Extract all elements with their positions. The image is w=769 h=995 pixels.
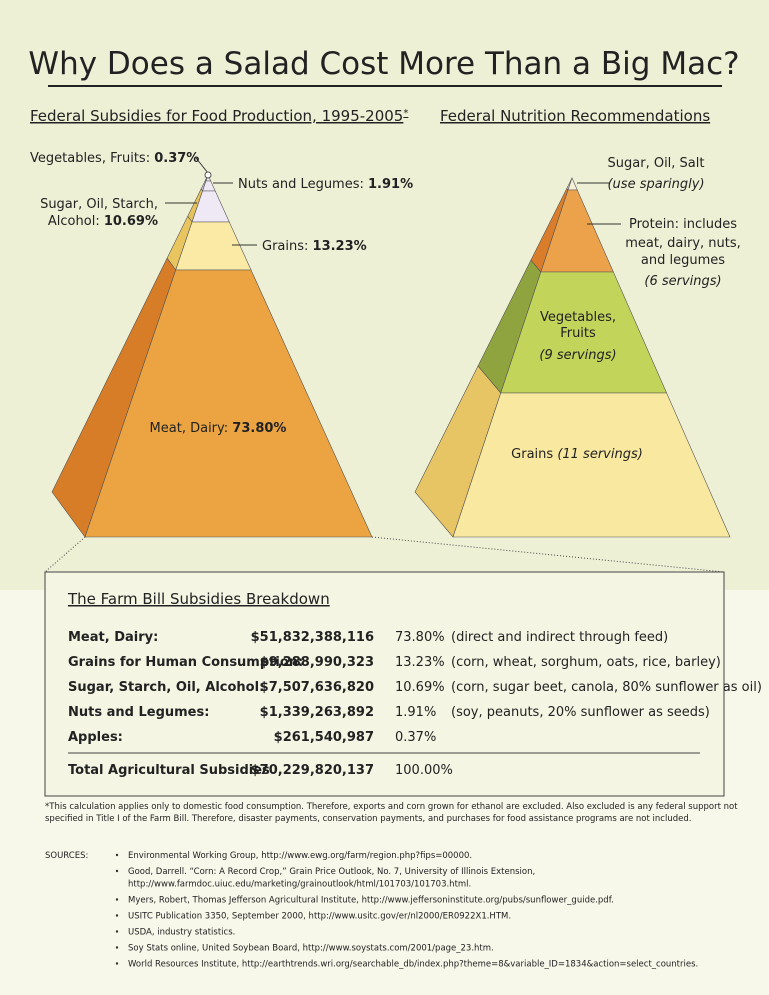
heading-mark: * (403, 108, 408, 119)
label-value: 1.91% (368, 177, 413, 192)
bullet (115, 914, 119, 917)
source: USITC Publication 3350, September 2000, … (128, 912, 511, 922)
table: Meat, Dairy: $51,832,388,116 73.80% (direct… (68, 630, 762, 778)
source: Soy Stats online, United Soybean Board, … (128, 944, 494, 954)
label-name: Vegetables, Fruits: (30, 151, 150, 166)
table-cell: $9,288,990,323 (260, 655, 374, 670)
table-cell: (corn, wheat, sorghum, oats, rice, barle… (451, 655, 721, 670)
footnote: specified in Title I of the Farm Bill. T… (45, 814, 691, 824)
label-name: Meat, Dairy: (150, 421, 229, 436)
label-value: 13.23% (313, 239, 367, 254)
label: Alcohol: 10.69% (48, 214, 158, 229)
label-note: (6 servings) (644, 274, 721, 289)
label-note: (9 servings) (539, 348, 616, 363)
footnote: *This calculation applies only to domest… (45, 802, 738, 812)
bullet (115, 853, 119, 857)
label-note: (11 servings) (557, 447, 643, 462)
bullet (115, 930, 119, 933)
table-cell: Grains for Human Consumption: (68, 655, 303, 670)
label-name: Grains: (262, 239, 308, 254)
label: Grains: 13.23% (262, 239, 367, 254)
table-cell: $7,507,636,820 (260, 680, 374, 695)
left-heading: Federal Subsidies for Food Production, 1… (30, 107, 408, 125)
label: Protein: includes (629, 217, 737, 232)
label: Grains (11 servings) (511, 447, 643, 462)
label: Nuts and Legumes: 1.91% (238, 177, 413, 192)
pyramid-layer (452, 392, 731, 538)
leaders (165, 157, 621, 246)
source: Myers, Robert, Thomas Jefferson Agricult… (128, 896, 614, 906)
right-heading: Federal Nutrition Recommendations (440, 107, 710, 125)
source: USDA, industry statistics. (128, 928, 235, 938)
source: World Resources Institute, http://eartht… (128, 960, 698, 970)
table-cell: Apples: (68, 730, 123, 745)
table-cell: $70,229,820,137 (251, 763, 374, 778)
table-cell: 73.80% (395, 630, 445, 645)
table-cell: Nuts and Legumes: (68, 705, 209, 720)
apex-dot (204, 171, 212, 179)
pyramids (51, 174, 731, 538)
title: Why Does a Salad Cost More Than a Big Ma… (28, 46, 739, 82)
leader (195, 157, 209, 174)
table-cell: (corn, sugar beet, canola, 80% sunflower… (451, 680, 762, 695)
label-name: Nuts and Legumes: (238, 177, 364, 192)
table-cell: (soy, peanuts, 20% sunflower as seeds) (451, 705, 710, 720)
bullet (115, 946, 119, 949)
label-name: Alcohol: (48, 214, 100, 229)
table-cell: Meat, Dairy: (68, 630, 158, 645)
table-cell: 100.00% (395, 763, 453, 778)
source: Environmental Working Group, http://www.… (128, 851, 472, 861)
table-cell: (direct and indirect through feed) (451, 630, 668, 645)
table-title: The Farm Bill Subsidies Breakdown (67, 590, 330, 608)
table-cell: 10.69% (395, 680, 445, 695)
label: Sugar, Oil, Salt (608, 156, 705, 171)
source: http://www.farmdoc.uiuc.edu/marketing/gr… (128, 880, 471, 890)
table-cell: $261,540,987 (274, 730, 374, 745)
label: Vegetables, (540, 310, 616, 325)
table-box (44, 571, 725, 797)
table-cell: $1,339,263,892 (260, 705, 374, 720)
label-note: (use sparingly) (607, 177, 704, 192)
table-cell: 13.23% (395, 655, 445, 670)
heading-text: Federal Subsidies for Food Production, 1… (30, 107, 403, 125)
table-cell: 0.37% (395, 730, 436, 745)
label: meat, dairy, nuts, (625, 236, 741, 251)
label: and legumes (641, 253, 725, 268)
table-cell: Sugar, Starch, Oil, Alcohol: (68, 680, 264, 695)
label: Fruits (560, 326, 596, 341)
connector (371, 536, 725, 573)
notes: *This calculation applies only to domest… (45, 802, 738, 970)
bullet (115, 898, 119, 901)
label: Meat, Dairy: 73.80% (150, 421, 287, 436)
source: Good, Darrell. “Corn: A Record Crop,” Gr… (128, 867, 535, 877)
label-value: 73.80% (232, 421, 286, 436)
label-value: 10.69% (104, 214, 158, 229)
bullet (115, 962, 119, 965)
table-cell: $51,832,388,116 (251, 630, 374, 645)
label: Vegetables, Fruits: 0.37% (30, 151, 199, 166)
bullet (115, 869, 119, 873)
sources-label: SOURCES: (45, 851, 88, 861)
label: Sugar, Oil, Starch, (40, 197, 158, 212)
table-cell: Total Agricultural Subsidies (68, 763, 270, 778)
label-value: 0.37% (154, 151, 199, 166)
table-cell: 1.91% (395, 705, 436, 720)
label-name: Grains (511, 447, 553, 462)
